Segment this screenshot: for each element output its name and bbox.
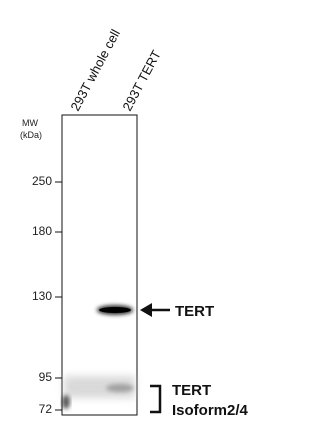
marker-label: 180 bbox=[32, 224, 52, 238]
marker-label: 130 bbox=[32, 289, 52, 303]
bracket-label: Isoform2/4 bbox=[172, 402, 249, 419]
marker-label: 250 bbox=[32, 174, 52, 188]
band-label: TERT bbox=[175, 303, 214, 320]
mw-unit: (kDa) bbox=[20, 130, 42, 140]
tert-band-core bbox=[99, 307, 131, 313]
smear bbox=[62, 395, 70, 409]
bracket-label: TERT bbox=[172, 382, 211, 399]
smear bbox=[106, 384, 134, 392]
marker-label: 72 bbox=[39, 402, 53, 416]
blot-figure: 293T whole cell 293T TERT MW (kDa) 25018… bbox=[0, 0, 271, 428]
membrane bbox=[62, 115, 137, 415]
mw-label: MW bbox=[22, 118, 38, 128]
marker-label: 95 bbox=[39, 370, 53, 384]
